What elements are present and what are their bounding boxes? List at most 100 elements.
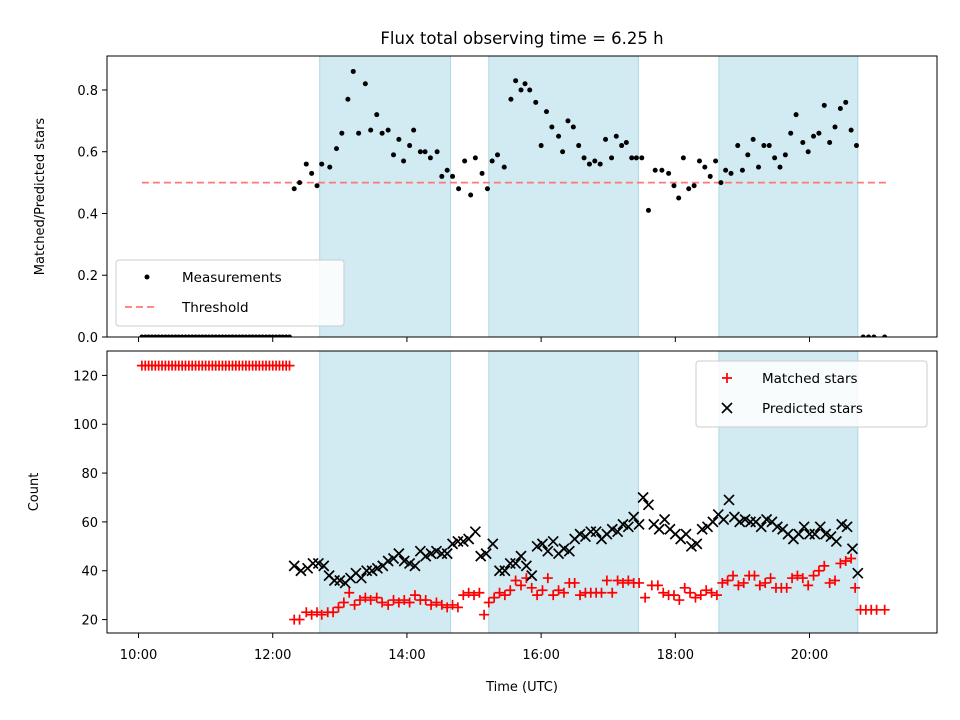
matched-stars-point [728,570,739,581]
y-tick-label: 120 [73,369,98,384]
matched-stars-point [510,575,521,586]
predicted-stars-point [409,560,421,572]
legend-label: Measurements [182,270,282,286]
predicted-stars-point [480,548,492,560]
measurement-point [761,143,767,149]
measurement-point [527,87,533,93]
matched-stars-point [738,577,749,588]
measurement-point [309,170,315,176]
predicted-stars-point [841,521,853,533]
matched-stars-point [354,595,365,606]
matched-stars-point [701,585,712,596]
matched-stars-point [765,573,776,584]
measurement-point [613,133,619,139]
measurement-point [570,124,576,130]
matched-stars-point [312,607,323,618]
matched-stars-point [879,604,890,615]
observing-interval-1 [319,351,452,633]
predicted-stars-point [436,548,448,560]
predicted-stars-point [680,528,692,540]
matched-stars-point [294,614,305,625]
chart-title: Flux total observing time = 6.25 h [380,29,663,48]
matched-stars-point [819,560,830,571]
measurement-point [671,183,677,189]
measurement-point [439,173,445,179]
measurement-point [350,68,356,74]
matched-stars-point [803,580,814,591]
matched-stars-point [846,553,857,564]
measurement-point [374,112,380,118]
matched-stars-point [442,602,453,613]
predicted-stars-point [658,513,671,526]
matched-stars-point [344,587,355,598]
measurement-point [533,99,539,105]
matched-stars-point [685,587,696,598]
matched-stars-point [850,582,861,593]
measurement-point [522,81,528,87]
measurement-point [782,152,788,158]
matched-stars-point [515,580,526,591]
predicted-stars-point [504,557,516,570]
measurement-point [586,161,592,167]
measurement-point [368,127,374,133]
matched-stars-point [399,595,410,606]
matched-stars-point [532,590,543,601]
measurement-point [560,149,566,155]
predicted-stars-point [318,560,330,572]
measurement-point [691,183,697,189]
predicted-stars-point [328,574,341,587]
matched-stars-point [489,592,500,603]
predicted-stars-point [830,535,842,548]
measurement-point [513,78,519,84]
matched-stars-point [393,597,404,608]
measurement-point [472,155,478,161]
y-tick-label: 0.0 [77,331,98,346]
matched-stars-point [722,575,733,586]
measurement-point [871,334,877,337]
matched-stars-point [328,607,339,618]
predicted-stars-point [809,528,821,540]
predicted-stars-point [691,538,703,550]
measurement-point [603,136,609,142]
matched-stars-point [404,597,415,608]
predicted-stars-point [637,491,649,504]
measurement-point [456,186,462,192]
measurement-point [450,173,456,179]
measurement-point [816,130,822,136]
matched-stars-point [505,585,516,596]
matched-stars-point [634,577,645,588]
measurement-point [805,149,811,155]
measurement-point [576,143,582,149]
y-tick-label: 100 [73,418,98,433]
matched-stars-point [483,597,494,608]
legend-box [695,360,928,428]
predicted-stars-point [295,565,307,577]
matched-stars-point [548,590,559,601]
matched-stars-point [499,590,510,601]
predicted-stars-point [487,538,499,550]
measurement-point [756,164,762,170]
measurement-point [411,127,417,133]
matched-stars-point [830,575,841,586]
measurement-point [287,334,293,337]
matched-stars-point [695,590,706,601]
measurement-point [565,118,571,124]
predicted-stars-point [469,526,481,538]
matched-stars-point [537,585,548,596]
measurement-point [811,133,817,139]
measurement-point [501,164,507,170]
y-tick-label: 0.4 [77,207,98,222]
matched-stars-point [612,575,623,586]
measurement-point [427,155,433,161]
matched-stars-point [377,597,388,608]
measurement-point [319,161,325,167]
predicted-stars-point [628,511,640,523]
x-tick-label: 16:00 [522,648,559,663]
predicted-stars-point [755,521,767,533]
matched-stars-point [463,587,474,598]
matched-stars-point [431,597,442,608]
predicted-stars-point [499,565,511,577]
measurement-point [327,164,333,170]
y-tick-label: 0.6 [77,146,98,161]
measurement-point [434,149,440,155]
